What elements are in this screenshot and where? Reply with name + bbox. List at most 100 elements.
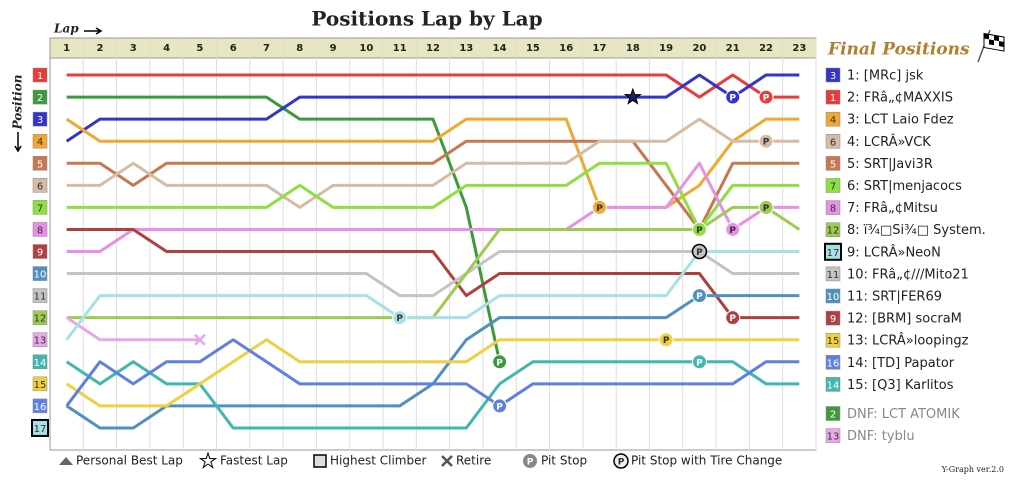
y-tick-label: 14 bbox=[34, 358, 47, 369]
final-label: 9: LCRÂ»NeoN bbox=[847, 244, 941, 260]
legend-pit bbox=[523, 454, 537, 468]
final-box-label: 16 bbox=[827, 358, 840, 369]
final-label: 7: FRâ„¢Mitsu bbox=[847, 201, 938, 216]
series-line bbox=[66, 161, 800, 231]
pit-marker bbox=[592, 199, 608, 215]
final-box bbox=[825, 111, 841, 127]
x-tick-label: 18 bbox=[626, 43, 640, 54]
final-label: 15: [Q3] Karlitos bbox=[847, 378, 954, 393]
final-box bbox=[825, 406, 841, 421]
y-tick-box bbox=[32, 398, 48, 414]
final-box-label: 7 bbox=[830, 182, 836, 193]
final-box-label: 12 bbox=[827, 226, 840, 237]
y-arrow bbox=[14, 132, 22, 153]
y-tick-box bbox=[32, 222, 48, 237]
pit-marker bbox=[758, 199, 774, 215]
y-tick-box bbox=[32, 133, 48, 149]
final-box bbox=[825, 332, 841, 348]
final-box-label: 2 bbox=[830, 410, 836, 421]
y-tick-box bbox=[32, 200, 48, 215]
x-tick-label: 13 bbox=[459, 43, 473, 54]
y-tick-label: 7 bbox=[37, 203, 43, 214]
final-box bbox=[825, 377, 841, 392]
pit-label: P bbox=[696, 226, 703, 236]
y-tick-box bbox=[32, 310, 48, 325]
pit-stop: P bbox=[725, 310, 741, 326]
legend-pit-tire bbox=[613, 453, 629, 469]
pit-label: P bbox=[763, 94, 770, 104]
legend-star bbox=[198, 451, 218, 469]
retire-mark bbox=[193, 333, 206, 346]
pit-label: P bbox=[396, 314, 403, 324]
final-box bbox=[825, 89, 841, 105]
final-label: 11: SRT|FER69 bbox=[847, 290, 942, 305]
pit-label: P bbox=[696, 248, 703, 258]
pit-marker bbox=[392, 310, 408, 326]
y-tick-label: 4 bbox=[37, 137, 43, 148]
series-line bbox=[66, 161, 800, 253]
pit-stop: P bbox=[658, 332, 674, 348]
final-box bbox=[825, 428, 841, 443]
x-tick-label: 22 bbox=[759, 43, 773, 54]
y-tick-box bbox=[32, 288, 48, 303]
y-tick-box bbox=[32, 156, 48, 171]
legend-label: Highest Climber bbox=[330, 454, 426, 468]
legend-label: Pit Stop bbox=[541, 454, 587, 468]
y-tick-label: 6 bbox=[37, 181, 43, 192]
final-box-label: 3 bbox=[830, 71, 836, 82]
final-label: 2: FRâ„¢MAXXIS bbox=[847, 91, 953, 106]
x-tick-label: 23 bbox=[792, 43, 806, 54]
legend-square bbox=[313, 454, 327, 468]
y-tick-box bbox=[32, 178, 48, 193]
final-box bbox=[825, 200, 841, 215]
final-box-label: 5 bbox=[830, 159, 836, 170]
series-line bbox=[65, 338, 800, 408]
series-line bbox=[66, 117, 800, 209]
final-box-label: 10 bbox=[827, 292, 840, 303]
pit-stop: P bbox=[492, 398, 508, 414]
y-tick-label: 10 bbox=[34, 270, 47, 281]
y-tick-label: 13 bbox=[34, 336, 47, 347]
pit-label: P bbox=[496, 402, 503, 412]
final-box-label: 9 bbox=[830, 314, 836, 325]
y-tick-label: 16 bbox=[34, 402, 47, 413]
final-label: 8: ï¾□Si¾□ System. bbox=[847, 223, 986, 238]
x-tick-label: 12 bbox=[426, 43, 440, 54]
pit-stop: P bbox=[725, 221, 741, 237]
x-tick-label: 3 bbox=[130, 43, 137, 54]
final-box bbox=[825, 67, 841, 83]
y-tick-label: 12 bbox=[34, 314, 47, 325]
series-line bbox=[65, 250, 800, 341]
fastest-lap bbox=[623, 87, 642, 105]
final-box-label: 11 bbox=[827, 270, 840, 281]
legend-pit-label: P bbox=[527, 458, 534, 468]
x-tick-label: 11 bbox=[393, 43, 407, 54]
pit-stop: P bbox=[691, 243, 708, 260]
pit-marker bbox=[725, 310, 741, 326]
pit-label: P bbox=[729, 226, 736, 236]
y-tick-box bbox=[32, 376, 48, 392]
y-tick-box bbox=[32, 354, 48, 370]
pit-label: P bbox=[496, 358, 503, 368]
x-tick-label: 6 bbox=[230, 43, 237, 54]
x-tick-label: 19 bbox=[659, 43, 673, 54]
pit-marker bbox=[691, 288, 707, 304]
final-label: 13: LCRÂ»loopingz bbox=[847, 333, 969, 349]
final-box bbox=[825, 288, 841, 304]
x-tick-label: 8 bbox=[296, 43, 303, 54]
final-box bbox=[825, 156, 841, 171]
chart-title: Positions Lap by Lap bbox=[311, 7, 542, 31]
final-box-label: 1 bbox=[830, 93, 836, 104]
pit-marker bbox=[691, 221, 707, 237]
final-box bbox=[824, 242, 842, 261]
final-box bbox=[825, 222, 841, 237]
pit-label: P bbox=[763, 138, 770, 148]
final-label: 1: [MRc] jsk bbox=[847, 69, 924, 84]
y-tick-box bbox=[32, 332, 48, 347]
final-label: DNF: tyblu bbox=[847, 429, 915, 444]
final-label: 14: [TD] Papator bbox=[847, 356, 955, 371]
y-tick-label: 9 bbox=[37, 248, 43, 259]
series-line bbox=[65, 316, 200, 342]
final-box-label: 17 bbox=[827, 248, 840, 259]
pit-label: P bbox=[696, 292, 703, 302]
